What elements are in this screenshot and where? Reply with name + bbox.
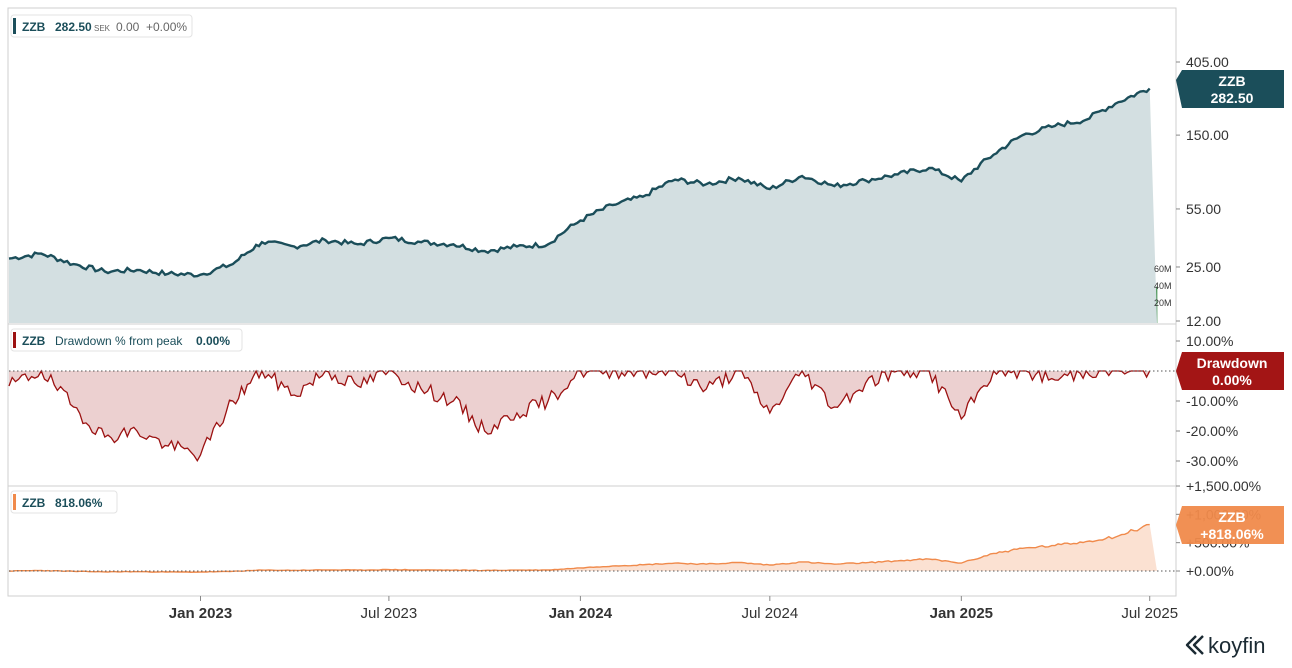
price-legend-change: 0.00	[116, 20, 140, 34]
price-y-tick-label: 405.00	[1186, 54, 1229, 70]
drawdown-legend-ticker: ZZB	[22, 334, 46, 348]
drawdown-tag-label: Drawdown	[1197, 355, 1268, 371]
price-legend-swatch	[13, 18, 16, 34]
koyfin-logo-icon	[1185, 635, 1204, 655]
x-tick-label: Jul 2023	[361, 605, 418, 622]
x-tick-label: Jan 2024	[549, 605, 613, 622]
drawdown-y-tick-label: -10.00%	[1186, 393, 1238, 409]
return-tag-ticker: ZZB	[1218, 509, 1245, 525]
price-legend-change-pct: +0.00%	[146, 20, 187, 34]
chart-frame	[7, 7, 1177, 597]
price-area	[9, 88, 1157, 323]
return-legend-value: 818.06%	[55, 496, 103, 510]
drawdown-y-tick-label: -20.00%	[1186, 423, 1238, 439]
drawdown-y-axis: 10.00% -10.00% -20.00% -30.00%	[1176, 333, 1238, 469]
volume-y-axis: 60M 40M 20M	[1154, 264, 1172, 308]
volume-y-tick-label: 20M	[1154, 298, 1172, 308]
drawdown-legend-label: Drawdown % from peak	[55, 334, 183, 348]
koyfin-logo: koyfin	[1185, 633, 1265, 658]
x-tick-label: Jan 2023	[169, 605, 232, 622]
price-panel: 405.00 150.00 55.00 25.00 12.00 60M 40M 20M	[8, 54, 1229, 329]
volume-y-tick-label: 40M	[1154, 281, 1172, 291]
price-y-tick-label: 55.00	[1186, 201, 1221, 217]
drawdown-panel: 10.00% -10.00% -20.00% -30.00%	[8, 333, 1238, 469]
price-legend-value: 282.50	[55, 20, 92, 34]
drawdown-last-value-tag: Drawdown 0.00%	[1176, 352, 1284, 390]
price-line	[8, 87, 1151, 278]
price-y-tick-label: 25.00	[1186, 259, 1221, 275]
price-legend-ticker: ZZB	[22, 20, 46, 34]
koyfin-logo-text: koyfin	[1208, 633, 1265, 658]
price-last-value-tag: ZZB 282.50	[1176, 70, 1284, 108]
x-axis: Jan 2023 Jul 2023 Jan 2024 Jul 2024 Jan 2025…	[169, 596, 1178, 622]
drawdown-area	[9, 371, 1157, 461]
drawdown-legend-value: 0.00%	[196, 334, 230, 348]
price-y-tick-label: 12.00	[1186, 313, 1221, 329]
volume-y-tick-label: 60M	[1154, 264, 1172, 274]
drawdown-y-tick-label: 10.00%	[1186, 333, 1233, 349]
drawdown-legend[interactable]: ZZB Drawdown % from peak 0.00%	[10, 328, 243, 352]
price-y-tick-label: 150.00	[1186, 127, 1229, 143]
return-legend-swatch	[13, 494, 16, 510]
return-y-tick-label: +1,500.00%	[1186, 478, 1261, 494]
drawdown-tag-value: 0.00%	[1212, 372, 1252, 388]
return-y-tick-label: +0.00%	[1186, 563, 1234, 579]
volume-bar	[1156, 286, 1158, 323]
x-tick-label: Jul 2025	[1121, 605, 1178, 622]
return-tag-value: +818.06%	[1200, 526, 1264, 542]
return-legend[interactable]: ZZB 818.06%	[10, 490, 118, 514]
price-legend-currency: SEK	[94, 24, 111, 33]
drawdown-line	[8, 369, 1151, 462]
drawdown-legend-swatch	[13, 332, 16, 348]
return-area	[9, 524, 1157, 573]
x-tick-label: Jan 2025	[930, 605, 993, 622]
drawdown-y-tick-label: -30.00%	[1186, 453, 1238, 469]
x-tick-label: Jul 2024	[741, 605, 798, 622]
return-line	[8, 523, 1150, 574]
return-legend-ticker: ZZB	[22, 496, 46, 510]
return-last-value-tag: ZZB +818.06%	[1176, 506, 1284, 544]
price-tag-value: 282.50	[1211, 90, 1254, 106]
price-y-axis: 405.00 150.00 55.00 25.00 12.00	[1176, 54, 1229, 329]
price-tag-ticker: ZZB	[1218, 73, 1245, 89]
price-legend[interactable]: ZZB 282.50 SEK 0.00 +0.00%	[10, 14, 193, 38]
return-panel: +1,500.00%+1,000.00%+500.00%+0.00%	[8, 478, 1261, 579]
